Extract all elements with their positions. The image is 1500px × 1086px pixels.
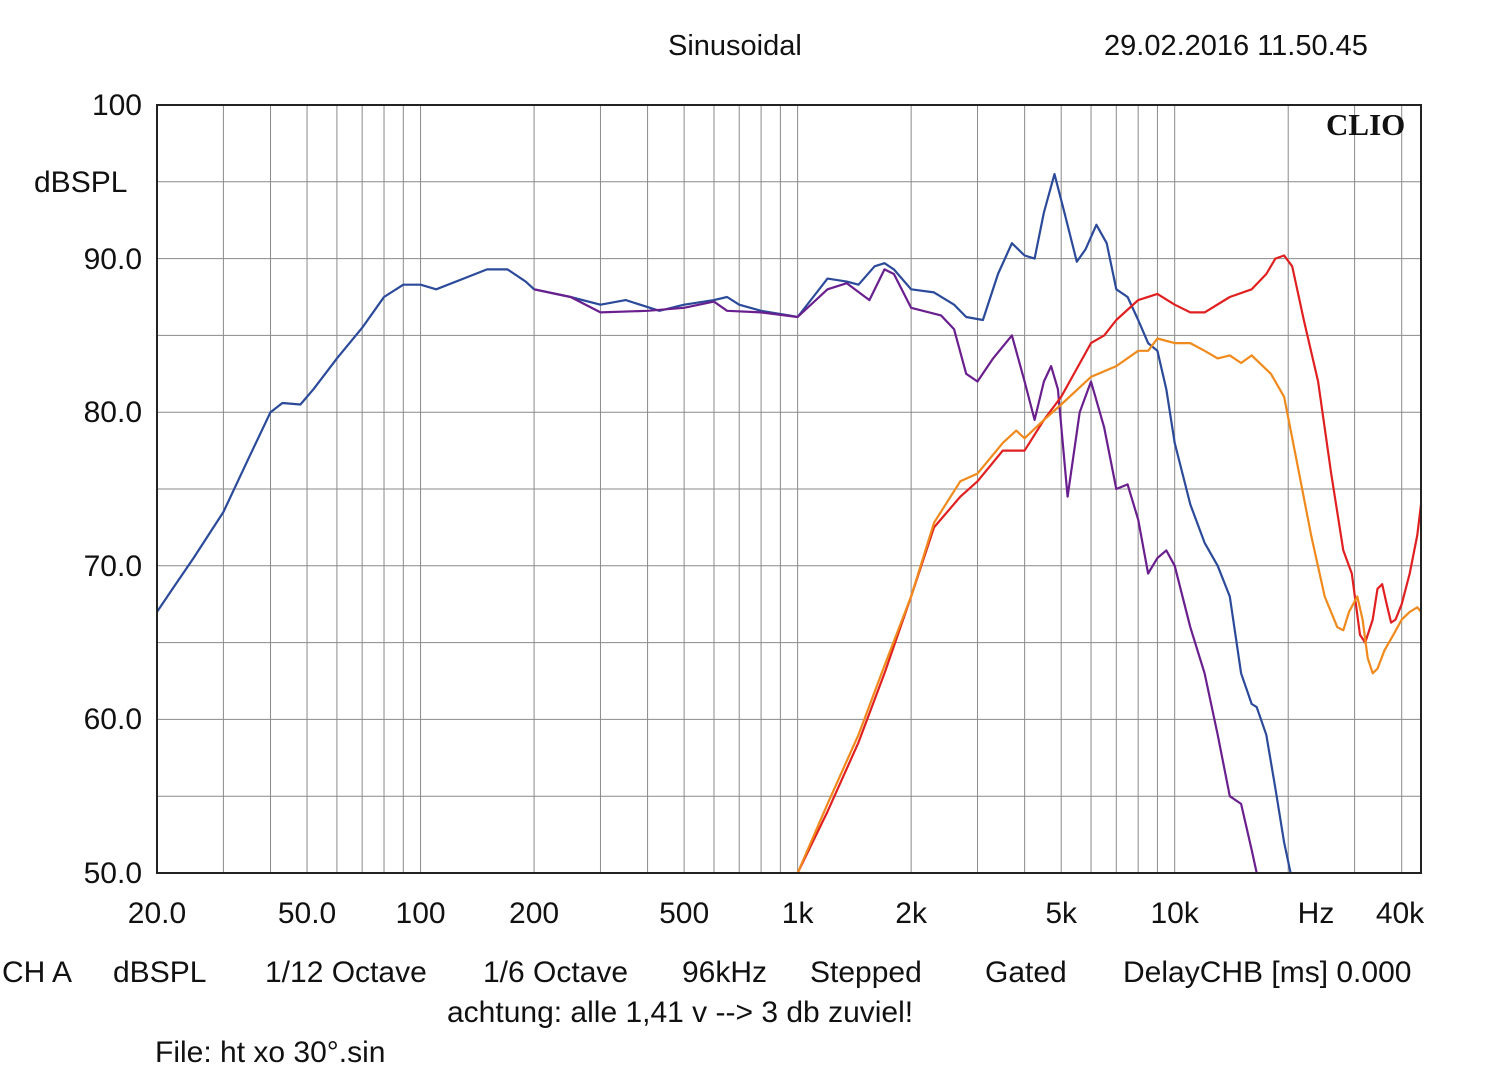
setting-samplerate: 96kHz <box>682 956 768 989</box>
clio-logo: CLIO <box>1326 107 1406 142</box>
setting-unit: dBSPL <box>113 956 207 989</box>
x-tick-label: 20.0 <box>127 897 187 930</box>
y-tick-label: 90.0 <box>83 242 142 276</box>
x-tick-label: 2k <box>895 897 927 930</box>
x-tick-label: 500 <box>659 897 710 930</box>
chart-series <box>156 173 1423 874</box>
y-tick-label: 100 <box>91 89 142 122</box>
x-tick-label: 10k <box>1150 897 1199 930</box>
x-tick-label: 5k <box>1045 897 1078 930</box>
y-axis-label: dBSPL <box>34 166 128 199</box>
x-tick-label: 40k <box>1375 897 1425 930</box>
series-line-3 <box>796 254 1423 874</box>
x-tick-label: Hz <box>1297 897 1335 930</box>
setting-resolution: 1/12 Octave <box>265 956 427 989</box>
setting-gated: Gated <box>985 956 1067 989</box>
measurement-timestamp: 29.02.2016 11.50.45 <box>1104 30 1368 62</box>
measurement-note: achtung: alle 1,41 v --> 3 db zuviel! <box>447 996 914 1029</box>
setting-channel: CH A <box>2 956 73 989</box>
series-line-4 <box>796 337 1422 874</box>
measurement-mode: Sinusoidal <box>668 30 802 62</box>
series-line-1 <box>156 173 1292 874</box>
y-tick-label: 50.0 <box>83 857 142 890</box>
file-name: File: ht xo 30°.sin <box>155 1036 386 1069</box>
y-tick-label: 70.0 <box>83 549 142 583</box>
setting-smoothing: 1/6 Octave <box>483 956 629 989</box>
y-tick-label: 80.0 <box>83 396 142 430</box>
chart-grid <box>157 104 1421 874</box>
setting-stepped: Stepped <box>810 956 922 989</box>
x-tick-label: 50.0 <box>277 897 337 930</box>
x-tick-label: 1k <box>781 897 814 930</box>
series-line-2 <box>533 268 1258 874</box>
plot-frame <box>156 104 1422 874</box>
setting-delay: DelayCHB [ms] 0.000 <box>1123 956 1412 989</box>
y-tick-label: 60.0 <box>83 703 142 737</box>
x-tick-label: 200 <box>509 897 560 930</box>
x-tick-label: 100 <box>395 897 446 930</box>
